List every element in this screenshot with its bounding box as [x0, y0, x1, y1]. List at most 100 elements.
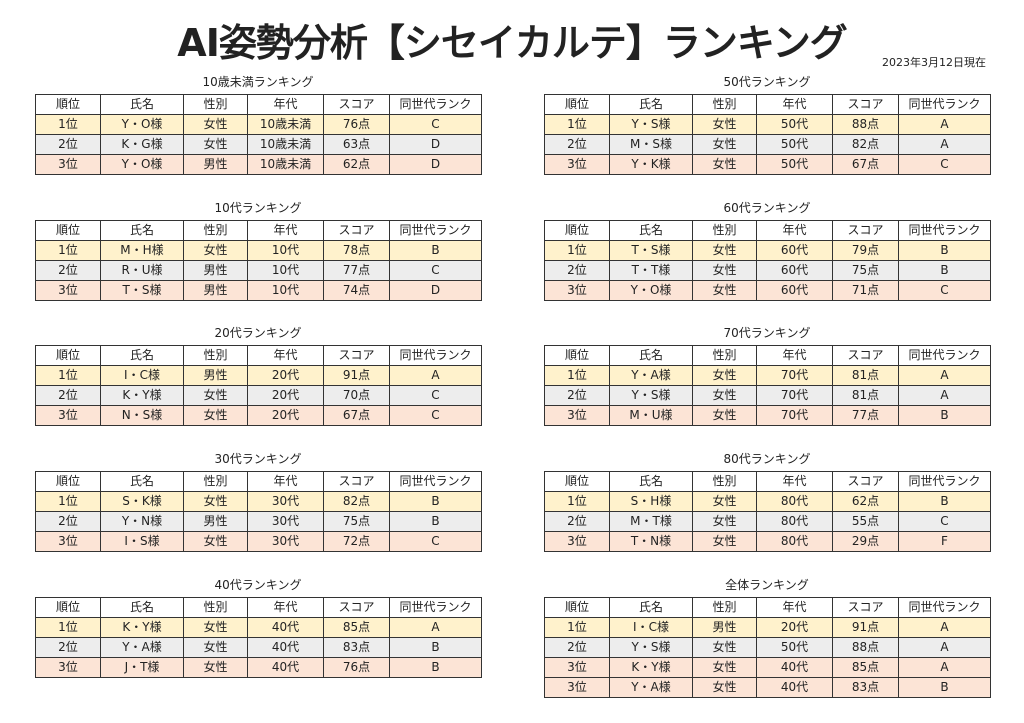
data-cell: 3位 [544, 279, 610, 301]
data-cell: B [389, 239, 482, 261]
header-cell: 氏名 [100, 219, 184, 241]
data-cell: 10歳未満 [247, 154, 324, 175]
data-row: 3位 T・S様 男性 10代 74点 D [35, 279, 482, 301]
data-cell: 3位 [544, 405, 610, 427]
data-cell: K・Y様 [609, 656, 693, 678]
data-cell: 女性 [183, 531, 248, 553]
data-cell: 1位 [544, 239, 610, 261]
data-row: 1位 M・H様 女性 10代 78点 B [35, 239, 482, 261]
data-cell: 女性 [692, 365, 757, 387]
table-body: 順位 氏名 性別 年代 スコア 同世代ランク 1位 I・C様 男性 20代 91点 A 2位 Y・S様 女性… [544, 596, 991, 698]
data-cell: 男性 [183, 365, 248, 387]
ranking-table: 順位 氏名 性別 年代 スコア 同世代ランク 1位 S・H様 女性 80代 62点 B 2位 M・T様 女性… [544, 471, 991, 553]
data-row: 3位 M・U様 女性 70代 77点 B [544, 405, 991, 427]
header-cell: 年代 [756, 345, 833, 367]
table-body: 順位 氏名 性別 年代 スコア 同世代ランク 1位 Y・O様 女性 10歳未満 76点 C 2位 K・G様… [35, 94, 482, 175]
header-cell: スコア [323, 596, 390, 618]
header-cell: 性別 [692, 596, 757, 618]
data-cell: 女性 [692, 154, 757, 175]
data-cell: 2位 [544, 134, 610, 155]
data-cell: K・Y様 [100, 385, 184, 407]
data-cell: 91点 [323, 365, 390, 387]
data-cell: 91点 [832, 616, 899, 638]
data-cell: 1位 [35, 239, 101, 261]
data-row: 3位 Y・A様 女性 40代 83点 B [544, 676, 991, 698]
data-cell: 70点 [323, 385, 390, 407]
header-cell: 性別 [183, 219, 248, 241]
data-cell: K・Y様 [100, 616, 184, 638]
data-cell: 10歳未満 [247, 114, 324, 135]
table-body: 順位 氏名 性別 年代 スコア 同世代ランク 1位 S・K様 女性 30代 82点 B 2位 Y・N様 男性… [35, 471, 482, 553]
data-cell: 1位 [35, 114, 101, 135]
header-cell: 氏名 [100, 94, 184, 115]
data-cell: B [389, 511, 482, 533]
header-cell: 順位 [544, 596, 610, 618]
header-cell: 性別 [692, 94, 757, 115]
header-cell: 同世代ランク [389, 94, 482, 115]
header-cell: 氏名 [609, 94, 693, 115]
data-cell: M・S様 [609, 134, 693, 155]
data-cell: S・K様 [100, 491, 184, 513]
header-cell: スコア [832, 219, 899, 241]
data-cell: C [389, 114, 482, 135]
data-row: 2位 K・Y様 女性 20代 70点 C [35, 385, 482, 407]
data-cell: 83点 [832, 676, 899, 698]
table-caption: 70代ランキング [723, 326, 811, 341]
header-cell: 年代 [247, 471, 324, 493]
data-cell: 76点 [323, 656, 390, 678]
data-cell: 20代 [247, 385, 324, 407]
data-cell: 74点 [323, 279, 390, 301]
header-cell: スコア [832, 596, 899, 618]
header-cell: 年代 [247, 219, 324, 241]
data-cell: 60代 [756, 279, 833, 301]
data-cell: 女性 [692, 511, 757, 533]
data-row: 2位 R・U様 男性 10代 77点 C [35, 259, 482, 281]
ranking-table: 順位 氏名 性別 年代 スコア 同世代ランク 1位 Y・A様 女性 70代 81点 A 2位 Y・S様 女性… [544, 345, 991, 427]
table-body: 順位 氏名 性別 年代 スコア 同世代ランク 1位 Y・A様 女性 70代 81点 A 2位 Y・S様 女性… [544, 345, 991, 427]
data-cell: 62点 [832, 491, 899, 513]
header-cell: 氏名 [100, 471, 184, 493]
data-cell: 40代 [247, 636, 324, 658]
data-cell: 3位 [35, 154, 101, 175]
data-cell: 女性 [183, 636, 248, 658]
table-caption: 80代ランキング [723, 452, 811, 467]
data-cell: 1位 [544, 114, 610, 135]
data-cell: B [898, 676, 991, 698]
data-cell: S・H様 [609, 491, 693, 513]
data-row: 1位 Y・A様 女性 70代 81点 A [544, 365, 991, 387]
header-cell: 年代 [756, 596, 833, 618]
header-cell: スコア [832, 471, 899, 493]
header-cell: 性別 [183, 94, 248, 115]
header-row: 順位 氏名 性別 年代 スコア 同世代ランク [544, 219, 991, 241]
data-cell: 40代 [247, 656, 324, 678]
data-cell: 女性 [692, 531, 757, 553]
data-cell: 10代 [247, 239, 324, 261]
table-caption: 20代ランキング [214, 326, 302, 341]
data-cell: 1位 [35, 365, 101, 387]
data-cell: I・S様 [100, 531, 184, 553]
data-cell: 67点 [832, 154, 899, 175]
data-row: 1位 I・C様 男性 20代 91点 A [544, 616, 991, 638]
data-row: 2位 Y・A様 女性 40代 83点 B [35, 636, 482, 658]
data-cell: 70代 [756, 385, 833, 407]
data-row: 1位 T・S様 女性 60代 79点 B [544, 239, 991, 261]
data-cell: D [389, 154, 482, 175]
data-cell: C [898, 154, 991, 175]
data-cell: 82点 [323, 491, 390, 513]
data-cell: J・T様 [100, 656, 184, 678]
header-row: 順位 氏名 性別 年代 スコア 同世代ランク [544, 596, 991, 618]
data-row: 3位 Y・O様 女性 60代 71点 C [544, 279, 991, 301]
header-cell: 氏名 [609, 345, 693, 367]
data-cell: 10代 [247, 259, 324, 281]
data-cell: 女性 [183, 239, 248, 261]
data-row: 1位 Y・O様 女性 10歳未満 76点 C [35, 114, 482, 135]
data-cell: 女性 [183, 616, 248, 638]
header-cell: 氏名 [609, 219, 693, 241]
data-cell: 女性 [692, 134, 757, 155]
data-cell: 女性 [692, 385, 757, 407]
data-row: 3位 T・N様 女性 80代 29点 F [544, 531, 991, 553]
data-cell: 88点 [832, 114, 899, 135]
data-cell: C [389, 405, 482, 427]
data-cell: Y・S様 [609, 385, 693, 407]
data-cell: 3位 [544, 531, 610, 553]
